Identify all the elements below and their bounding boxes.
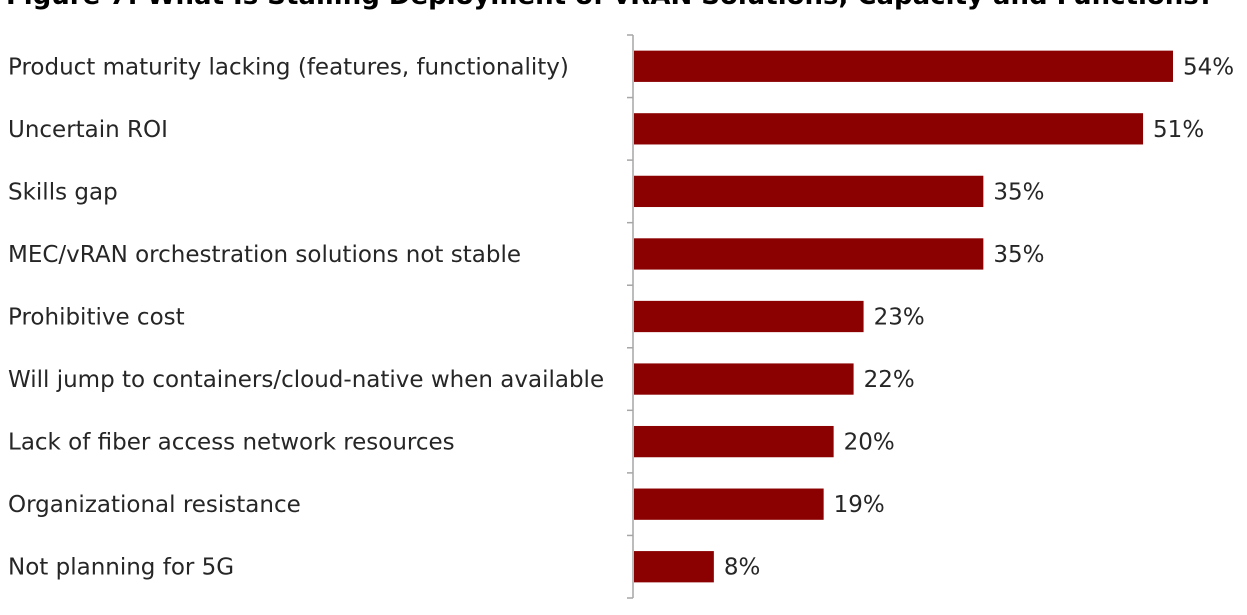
bar xyxy=(634,363,854,395)
category-axis-ticks xyxy=(627,34,633,599)
value-label: 35% xyxy=(993,242,1044,268)
bar xyxy=(634,551,714,583)
category-label: MEC/vRAN orchestration solutions not sta… xyxy=(8,242,521,268)
bar xyxy=(634,488,824,520)
category-label: Uncertain ROI xyxy=(8,117,168,143)
bar xyxy=(634,238,984,270)
chart-title: Figure 7: What Is Stalling Deployment of… xyxy=(6,0,1214,11)
category-label: Organizational resistance xyxy=(8,492,301,518)
category-labels: Product maturity lacking (features, func… xyxy=(8,54,604,580)
value-label: 20% xyxy=(844,430,895,456)
bar xyxy=(634,425,834,458)
category-label: Skills gap xyxy=(8,179,118,205)
category-label: Product maturity lacking (features, func… xyxy=(8,54,569,80)
value-label: 23% xyxy=(874,305,925,331)
bar xyxy=(634,175,984,208)
category-label: Not planning for 5G xyxy=(8,555,234,581)
value-labels: 54% 51% 35% 35% 23% 22% 20% 19% 8% xyxy=(724,54,1234,580)
bar xyxy=(634,300,864,333)
value-label: 22% xyxy=(864,367,915,393)
value-label: 54% xyxy=(1183,54,1234,80)
value-label: 19% xyxy=(834,492,885,518)
value-label: 8% xyxy=(724,555,761,581)
value-label: 35% xyxy=(993,179,1044,205)
value-label: 51% xyxy=(1153,117,1204,143)
bars xyxy=(634,50,1173,583)
category-label: Prohibitive cost xyxy=(8,305,185,331)
category-label: Lack of fiber access network resources xyxy=(8,430,455,456)
bar xyxy=(634,113,1144,145)
category-label: Will jump to containers/cloud-native whe… xyxy=(8,367,604,393)
bar xyxy=(634,50,1173,82)
